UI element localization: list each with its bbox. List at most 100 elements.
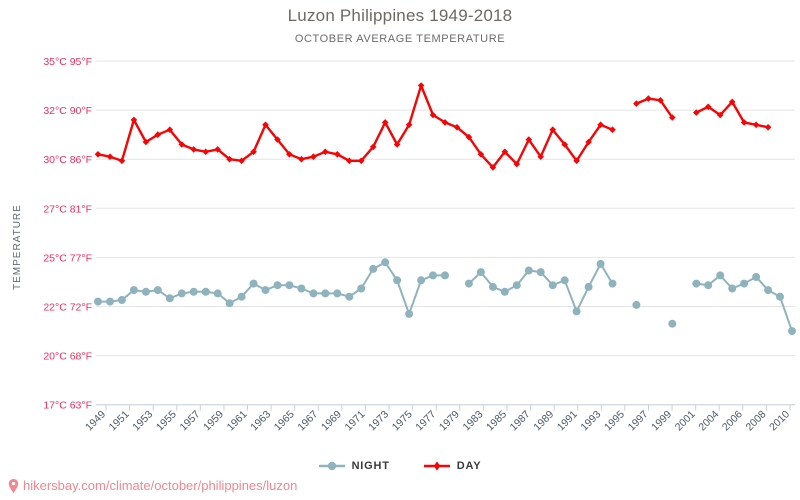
data-point[interactable] [549, 126, 556, 133]
data-point[interactable] [728, 284, 737, 293]
data-point[interactable] [728, 98, 736, 106]
data-point[interactable] [477, 151, 485, 158]
data-point[interactable] [573, 157, 580, 165]
data-point[interactable] [333, 289, 342, 298]
data-point[interactable] [513, 160, 521, 168]
data-point[interactable] [142, 138, 150, 146]
data-point[interactable] [500, 287, 509, 296]
data-point[interactable] [153, 286, 162, 295]
data-point[interactable] [165, 294, 174, 303]
data-point[interactable] [346, 157, 353, 165]
data-point[interactable] [525, 136, 533, 143]
data-point[interactable] [536, 268, 545, 277]
data-point[interactable] [213, 289, 222, 298]
data-point[interactable] [225, 299, 234, 308]
data-point[interactable] [238, 157, 245, 165]
data-point[interactable] [249, 279, 258, 288]
data-point[interactable] [405, 309, 414, 318]
data-point[interactable] [512, 281, 521, 290]
data-point[interactable] [298, 155, 305, 163]
data-point[interactable] [286, 151, 293, 158]
data-point[interactable] [357, 284, 366, 293]
data-point[interactable] [393, 141, 401, 148]
data-point[interactable] [764, 286, 773, 295]
data-point[interactable] [764, 124, 772, 131]
data-point[interactable] [417, 276, 426, 285]
data-point[interactable] [476, 268, 485, 277]
data-point[interactable] [441, 271, 449, 280]
data-point[interactable] [693, 109, 700, 116]
data-point[interactable] [106, 297, 114, 306]
data-point[interactable] [669, 114, 676, 121]
data-point[interactable] [405, 121, 413, 129]
data-point[interactable] [632, 300, 641, 309]
data-point[interactable] [548, 281, 557, 290]
data-point[interactable] [489, 164, 497, 171]
data-point[interactable] [345, 292, 354, 301]
data-point[interactable] [596, 259, 605, 268]
data-point[interactable] [464, 279, 473, 288]
data-point[interactable] [740, 119, 748, 126]
data-point[interactable] [740, 279, 749, 288]
data-point[interactable] [501, 148, 509, 156]
data-point[interactable] [716, 271, 725, 280]
data-point[interactable] [465, 133, 473, 141]
data-point[interactable] [334, 151, 341, 158]
data-point[interactable] [393, 276, 402, 285]
data-point[interactable] [129, 286, 138, 295]
data-point[interactable] [177, 289, 186, 298]
data-point[interactable] [560, 276, 569, 285]
data-point[interactable] [369, 264, 378, 273]
data-point[interactable] [117, 296, 126, 304]
data-point[interactable] [692, 279, 701, 288]
data-point[interactable] [453, 124, 461, 131]
data-point[interactable] [226, 155, 233, 163]
data-point[interactable] [309, 289, 318, 298]
legend-item-day[interactable]: DAY [423, 460, 482, 472]
data-point[interactable] [752, 121, 760, 129]
data-point[interactable] [237, 292, 246, 301]
data-point[interactable] [776, 292, 784, 301]
data-point[interactable] [154, 131, 162, 138]
data-point[interactable] [214, 146, 221, 153]
data-point[interactable] [752, 273, 761, 281]
data-point[interactable] [106, 153, 114, 160]
data-point[interactable] [189, 287, 198, 296]
data-point[interactable] [788, 327, 796, 336]
data-point[interactable] [584, 282, 593, 291]
data-point[interactable] [261, 286, 270, 295]
data-point[interactable] [130, 116, 138, 124]
data-point[interactable] [608, 279, 617, 288]
data-point[interactable] [597, 121, 604, 129]
data-point[interactable] [274, 136, 281, 143]
data-point[interactable] [645, 95, 652, 102]
data-point[interactable] [297, 284, 306, 293]
data-point[interactable] [262, 121, 269, 129]
data-point[interactable] [310, 153, 317, 160]
data-point[interactable] [94, 151, 102, 158]
data-point[interactable] [537, 153, 544, 160]
source-link[interactable]: hikersbay.com/climate/october/philippine… [8, 478, 297, 493]
data-point[interactable] [716, 111, 724, 119]
data-point[interactable] [178, 141, 186, 148]
data-point[interactable] [609, 126, 616, 133]
data-point[interactable] [273, 281, 282, 290]
data-point[interactable] [668, 319, 677, 328]
data-point[interactable] [441, 119, 449, 126]
data-point[interactable] [561, 141, 568, 148]
data-point[interactable] [94, 297, 102, 306]
data-point[interactable] [202, 148, 209, 156]
data-point[interactable] [704, 103, 712, 111]
data-point[interactable] [141, 287, 150, 296]
data-point[interactable] [429, 271, 437, 280]
data-point[interactable] [417, 82, 425, 89]
data-point[interactable] [488, 282, 497, 291]
data-point[interactable] [657, 97, 664, 104]
data-point[interactable] [524, 266, 533, 275]
data-point[interactable] [633, 100, 640, 107]
data-point[interactable] [322, 148, 329, 156]
data-point[interactable] [201, 287, 210, 296]
data-point[interactable] [585, 138, 592, 146]
data-point[interactable] [704, 281, 713, 290]
data-point[interactable] [572, 307, 581, 316]
